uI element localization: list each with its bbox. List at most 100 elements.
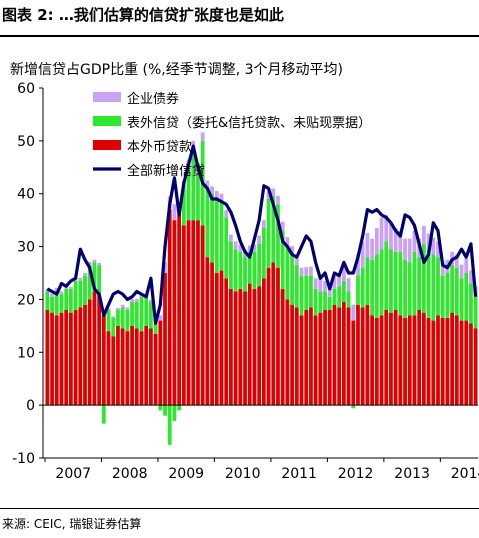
bar-rmb-loans	[341, 302, 346, 406]
bar-corporate-bonds	[403, 238, 407, 260]
bar-off-balance	[304, 275, 309, 310]
bar-off-balance	[101, 405, 106, 424]
bar-rmb-loans	[153, 333, 158, 406]
bar-corporate-bonds	[407, 238, 412, 263]
bar-rmb-loans	[417, 310, 422, 406]
bar-rmb-loans	[144, 325, 149, 406]
bar-rmb-loans	[158, 320, 163, 406]
bar-off-balance	[181, 188, 186, 226]
y-tick-label: 30	[17, 240, 35, 256]
bar-rmb-loans	[469, 323, 473, 406]
bar-corporate-bonds	[341, 267, 346, 281]
bar-off-balance	[431, 254, 436, 321]
bar-off-balance	[186, 167, 191, 221]
bar-corporate-bonds	[384, 214, 389, 242]
bar-rmb-loans	[101, 312, 106, 406]
figure-title: 图表 2: …我们估算的信贷扩张度也是如此	[2, 6, 284, 24]
bar-corporate-bonds	[454, 254, 459, 268]
x-tick-label: 2012	[338, 466, 374, 482]
bar-corporate-bonds	[421, 225, 426, 244]
bar-off-balance	[257, 243, 262, 287]
bar-corporate-bonds	[426, 233, 431, 250]
bar-off-balance	[393, 251, 398, 310]
bar-corporate-bonds	[469, 270, 473, 284]
bar-off-balance	[299, 275, 304, 316]
bar-off-balance	[436, 257, 440, 316]
bar-rmb-loans	[309, 307, 313, 406]
bar-rmb-loans	[327, 310, 332, 406]
bar-off-balance	[332, 288, 337, 305]
bar-corporate-bonds	[97, 262, 102, 266]
bar-rmb-loans	[69, 312, 73, 406]
bar-off-balance	[120, 307, 125, 329]
bar-off-balance	[191, 151, 196, 221]
bar-off-balance	[229, 241, 233, 289]
bar-off-balance	[440, 275, 445, 318]
bar-rmb-loans	[379, 315, 384, 406]
x-tick-label: 2011	[281, 466, 317, 482]
bar-corporate-bonds	[149, 299, 153, 303]
bar-corporate-bonds	[436, 241, 440, 258]
bar-rmb-loans	[149, 328, 153, 406]
legend-label: 本外币贷款	[127, 140, 192, 155]
x-tick-label: 2007	[55, 466, 91, 482]
bar-off-balance	[365, 257, 370, 305]
bar-rmb-loans	[214, 273, 219, 406]
bar-corporate-bonds	[271, 188, 276, 197]
bar-off-balance	[417, 257, 422, 310]
bar-off-balance	[163, 405, 167, 416]
bar-off-balance	[224, 217, 229, 279]
bar-rmb-loans	[50, 312, 54, 406]
bar-off-balance	[196, 172, 200, 221]
bar-corporate-bonds	[130, 298, 134, 303]
bar-rmb-loans	[426, 317, 431, 406]
bar-corporate-bonds	[346, 278, 351, 292]
bar-rmb-loans	[393, 310, 398, 406]
bar-off-balance	[384, 241, 389, 310]
bar-rmb-loans	[266, 267, 271, 406]
bar-rmb-loans	[64, 310, 69, 406]
bar-rmb-loans	[163, 273, 167, 406]
bar-corporate-bonds	[247, 245, 252, 252]
bar-corporate-bonds	[294, 257, 299, 266]
bar-corporate-bonds	[412, 230, 417, 252]
bar-off-balance	[243, 257, 247, 292]
bar-corporate-bonds	[332, 276, 337, 289]
bar-off-balance	[97, 265, 102, 295]
bar-off-balance	[252, 251, 257, 289]
bar-rmb-loans	[247, 283, 252, 406]
bar-corporate-bonds	[229, 234, 233, 242]
x-tick-label: 2014	[451, 466, 479, 482]
bar-rmb-loans	[233, 291, 238, 406]
bar-corporate-bonds	[309, 266, 313, 276]
bar-off-balance	[64, 288, 69, 310]
y-tick-label: -10	[12, 451, 35, 467]
bar-off-balance	[233, 249, 238, 292]
bar-rmb-loans	[285, 299, 290, 406]
bar-corporate-bonds	[92, 259, 97, 263]
bar-rmb-loans	[473, 328, 478, 406]
bar-rmb-loans	[125, 331, 130, 406]
bar-rmb-loans	[92, 291, 97, 406]
axes-layer: -10 0 10 20 30 40 50 60 2007 2008 2009 2010 2011 2012…	[12, 81, 479, 482]
bar-rmb-loans	[384, 310, 389, 406]
bar-corporate-bonds	[125, 307, 130, 310]
bar-rmb-loans	[374, 317, 379, 406]
bar-corporate-bonds	[233, 241, 238, 250]
bar-corporate-bonds	[431, 237, 436, 255]
bar-off-balance	[153, 317, 158, 334]
bar-corporate-bonds	[163, 262, 167, 273]
bar-corporate-bonds	[365, 232, 370, 258]
bar-rmb-loans	[299, 315, 304, 406]
bar-off-balance	[276, 204, 280, 268]
bar-corporate-bonds	[313, 278, 318, 289]
bar-off-balance	[309, 275, 313, 308]
bar-off-balance	[389, 249, 393, 313]
bar-off-balance	[92, 262, 97, 292]
bar-rmb-loans	[257, 286, 262, 406]
bar-off-balance	[266, 199, 271, 268]
bar-off-balance	[106, 310, 111, 332]
bar-corporate-bonds	[389, 222, 393, 250]
bar-corporate-bonds	[356, 254, 360, 276]
bar-corporate-bonds	[172, 204, 177, 221]
